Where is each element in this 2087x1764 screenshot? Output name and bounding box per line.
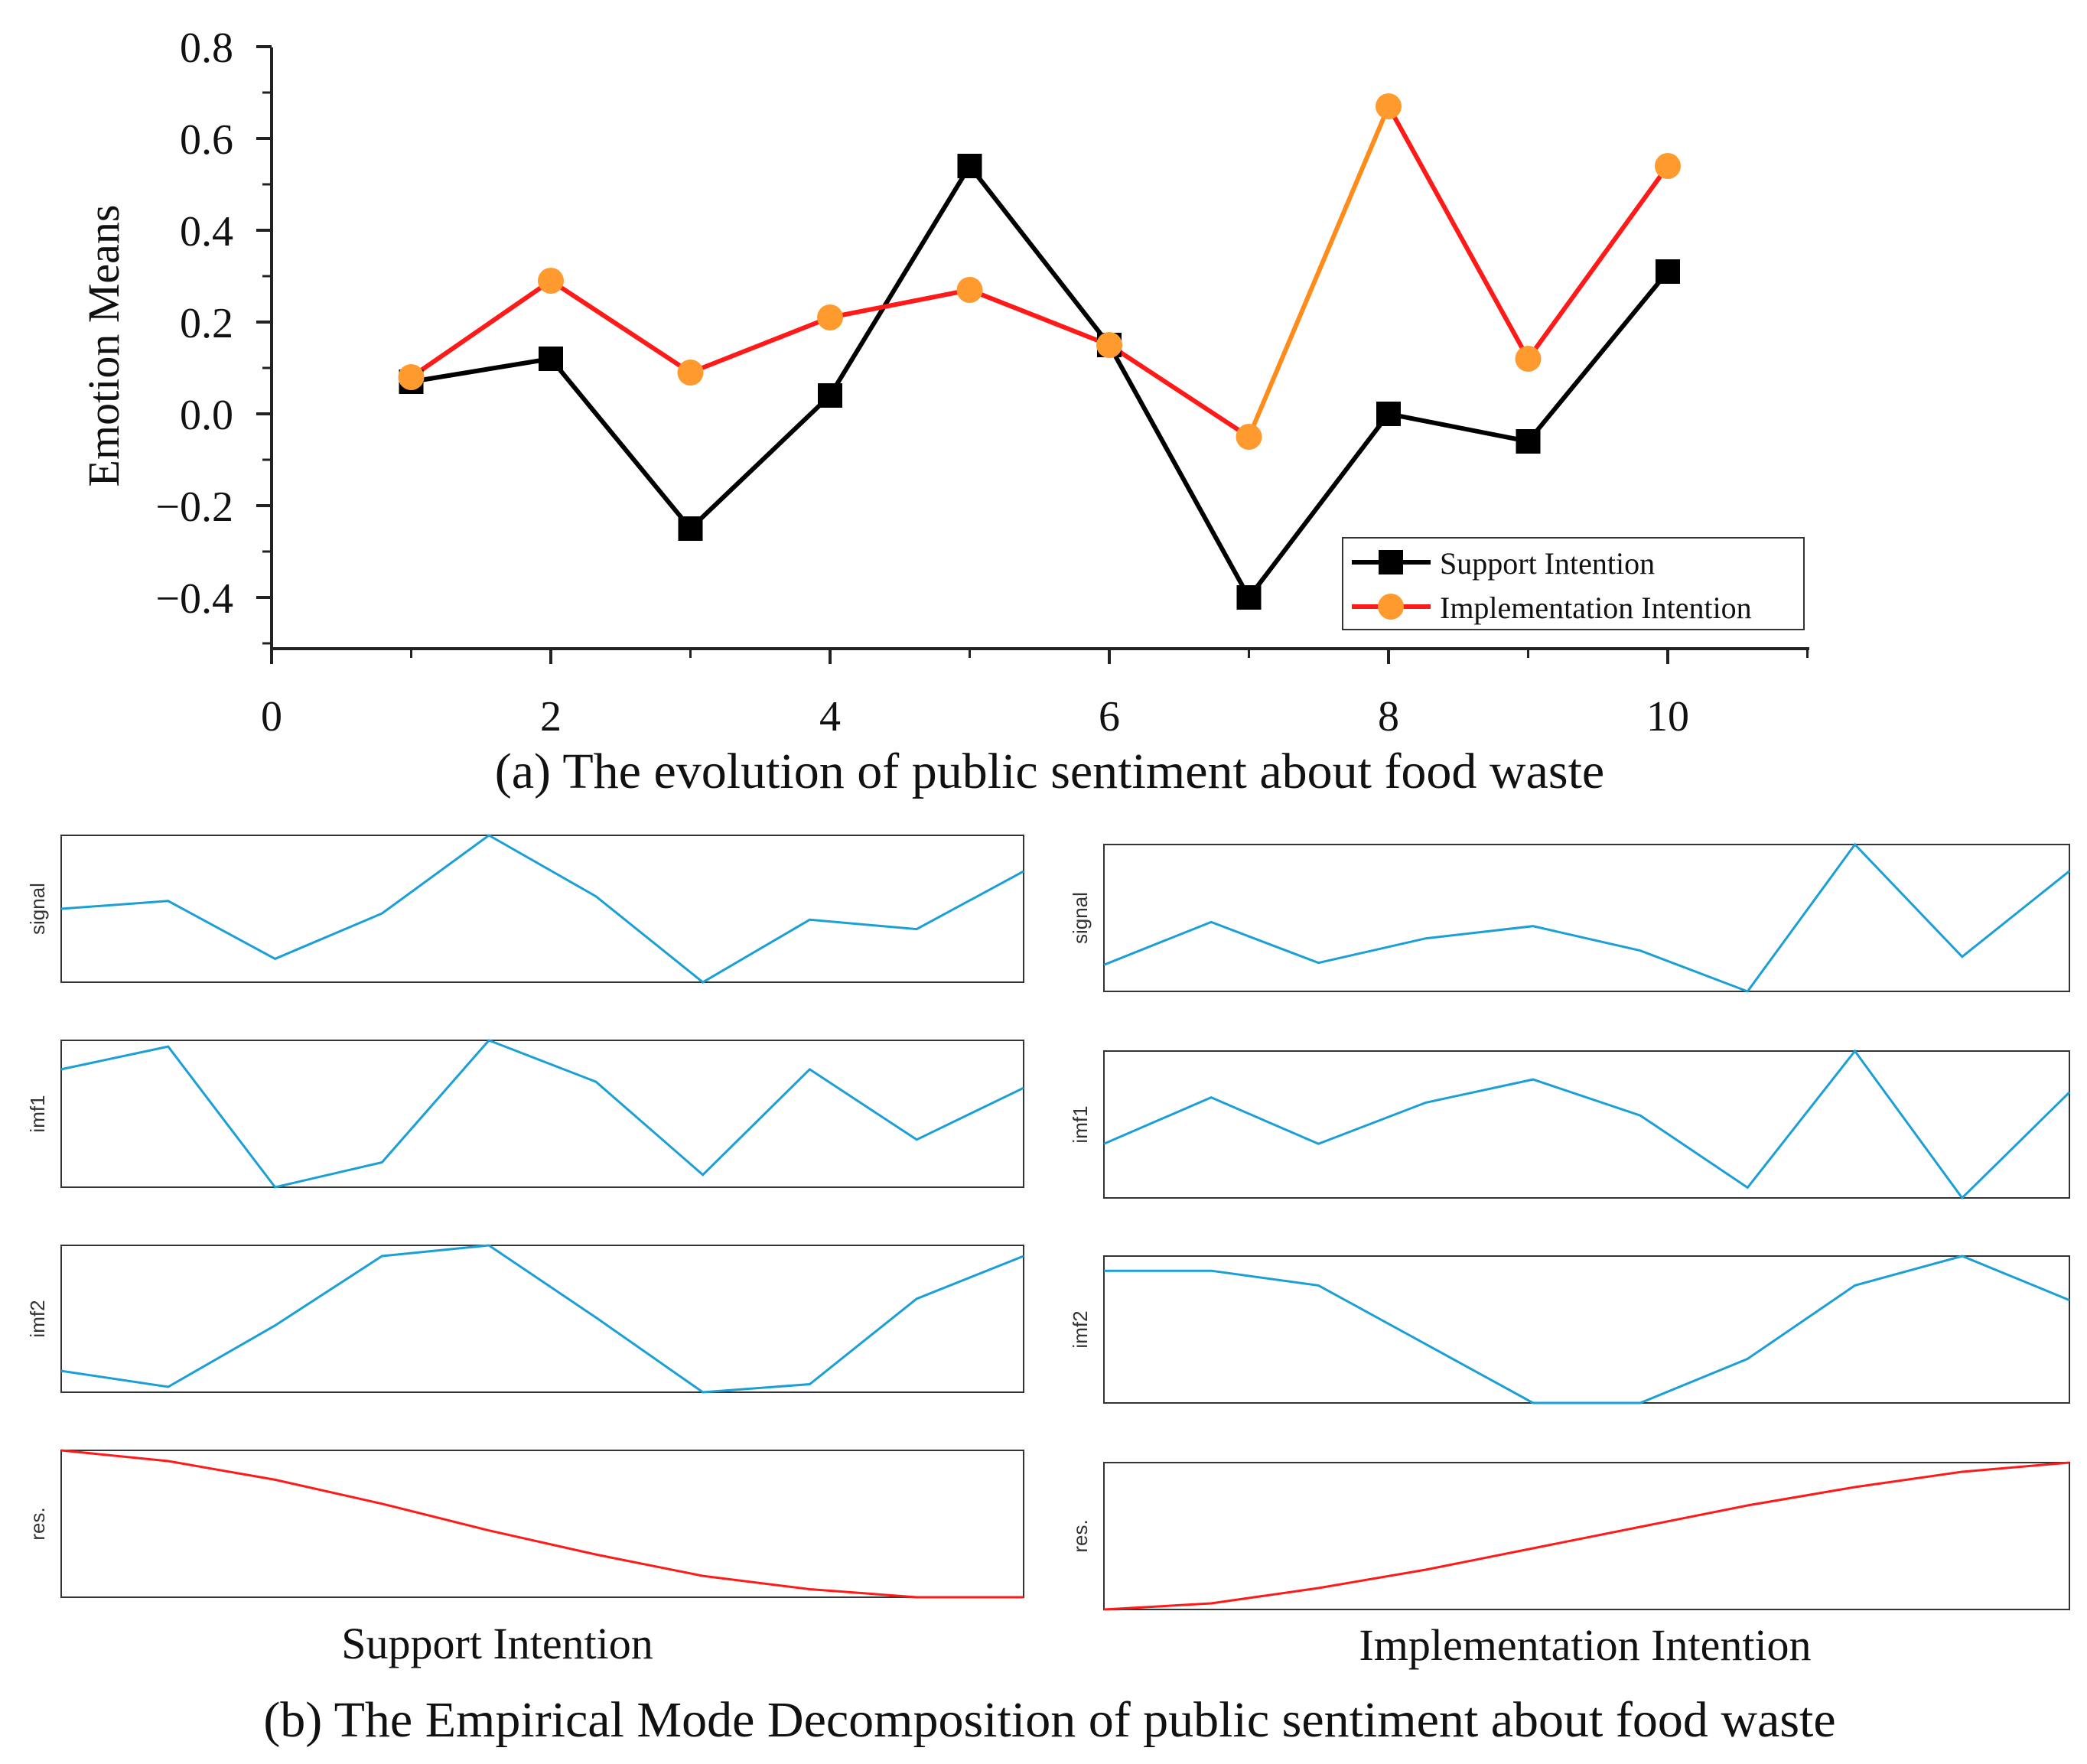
emd-res-line: [60, 1449, 1024, 1599]
emd-panel-label: imf1: [1069, 1105, 1092, 1143]
y-tick-label: 0.4: [180, 208, 233, 255]
implementation-intention-segment: [688, 315, 832, 375]
emd-imf1-line: [60, 1039, 1024, 1189]
implementation-intention-segment: [1246, 104, 1391, 439]
support-intention-point: [1656, 259, 1680, 284]
emd-panel-frame: [1103, 1255, 2070, 1404]
implementation-intention-point: [677, 360, 704, 386]
implementation-intention-segment: [549, 278, 693, 375]
support-intention-point: [818, 383, 842, 408]
implementation-intention-segment: [967, 288, 1112, 347]
emd-panel-label: imf1: [26, 1095, 49, 1132]
emd-panel-imf2: imf2: [26, 1244, 1024, 1394]
emd-panel-label: imf2: [26, 1300, 49, 1337]
emd-imf2-line: [1104, 1255, 2070, 1404]
legend-implementation-label: Implementation Intention: [1440, 591, 1752, 625]
y-tick-label: 0.8: [180, 24, 233, 72]
support-intention-point: [1516, 429, 1541, 454]
emd-panel-label: res.: [26, 1507, 49, 1540]
y-axis-title: Emotion Means: [79, 205, 129, 487]
x-tick-label: 8: [1378, 693, 1399, 740]
emd-panel-label: imf2: [1069, 1310, 1092, 1348]
implementation-intention-point: [1096, 332, 1122, 358]
emd-chart: signal imf1 imf2 res. signal imf1 imf2 res. Sup…: [26, 834, 2071, 1748]
emd-panel-frame: [60, 1450, 1024, 1598]
implementation-intention-point: [398, 364, 425, 390]
emd-panel-frame: [60, 1040, 1024, 1188]
implementation-intention-point: [538, 268, 564, 294]
emd-panel-frame: [1103, 1462, 2070, 1610]
implementation-intention-point: [956, 277, 983, 303]
implementation-intention-segment: [1107, 343, 1252, 439]
implementation-intention-segment: [1386, 104, 1531, 361]
emd-panel-frame: [60, 1245, 1024, 1393]
implementation-intention-segment: [828, 288, 972, 320]
implementation-intention-segment: [409, 278, 553, 379]
implementation-intention-point: [817, 304, 843, 330]
x-tick-label: 0: [261, 693, 282, 740]
implementation-intention-point: [1236, 424, 1262, 450]
column-title-support: Support Intention: [341, 1619, 653, 1668]
x-tick-label: 6: [1099, 693, 1120, 740]
implementation-intention-point: [1515, 346, 1542, 372]
emd-signal-line: [60, 834, 1024, 984]
support-intention-point: [957, 154, 982, 178]
legend-support-swatch-marker: [1379, 550, 1403, 574]
emd-panel-label: signal: [26, 883, 49, 935]
emd-signal-line: [1103, 842, 2070, 993]
implementation-intention-point: [1376, 93, 1402, 119]
chart-a-caption: (a) The evolution of public sentiment ab…: [495, 744, 1604, 799]
implementation-intention-segment: [1525, 164, 1670, 361]
x-tick-label: 10: [1646, 693, 1689, 740]
emd-res-line: [1103, 1461, 2070, 1611]
emd-panel-signal: signal: [26, 834, 1024, 984]
x-tick-label: 4: [819, 693, 841, 740]
emd-panel-frame: [1103, 844, 2070, 992]
support-intention-point: [1376, 402, 1401, 426]
legend-support-label: Support Intention: [1440, 546, 1655, 581]
support-intention-point: [1236, 585, 1262, 610]
legend-box: [1342, 537, 1805, 630]
emd-panel-res: res.: [26, 1449, 1024, 1599]
emd-imf2-line: [60, 1244, 1024, 1394]
x-tick-label: 2: [540, 693, 562, 740]
emd-panel-imf1: imf1: [26, 1039, 1024, 1189]
support-intention-point: [678, 516, 703, 541]
emd-panel-frame: [60, 835, 1024, 983]
y-tick-label: 0.2: [180, 300, 233, 347]
implementation-intention-point: [1655, 153, 1681, 179]
support-intention-point: [539, 347, 563, 371]
emd-panel-imf2: imf2: [1069, 1255, 2070, 1404]
emd-panel-label: signal: [1069, 892, 1092, 944]
support-intention-line: [411, 161, 1670, 602]
emd-panel-res: res.: [1069, 1461, 2070, 1611]
legend-implementation-swatch-marker: [1378, 594, 1404, 620]
y-tick-label: 0.0: [180, 392, 233, 439]
emd-panel-imf1: imf1: [1069, 1049, 2071, 1200]
emd-imf1-line: [1103, 1049, 2071, 1200]
y-tick-label: −0.2: [155, 483, 233, 531]
emd-panel-label: res.: [1069, 1519, 1092, 1552]
emd-panel-frame: [1103, 1050, 2070, 1199]
legend: Support Intention Implementation Intentio…: [1342, 537, 1805, 630]
y-tick-label: 0.6: [180, 116, 233, 164]
emd-panel-signal: signal: [1069, 842, 2070, 993]
y-tick-label: −0.4: [155, 575, 233, 623]
chart-b-caption: (b) The Empirical Mode Decomposition of …: [263, 1692, 1835, 1748]
column-title-implementation: Implementation Intention: [1359, 1620, 1811, 1670]
sentiment-evolution-chart: 0 2 4 6 8 10 0.8 0.6 0.4 0.2 0.0 −0.2 −0.4 Emotion M…: [79, 24, 1809, 799]
